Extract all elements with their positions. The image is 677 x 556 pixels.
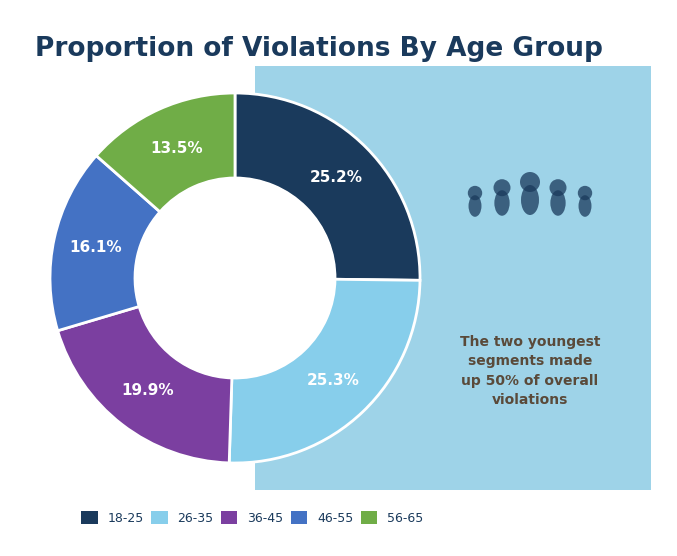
Legend: 18-25, 26-35, 36-45, 46-55, 56-65: 18-25, 26-35, 36-45, 46-55, 56-65 [77, 506, 429, 530]
Wedge shape [58, 306, 232, 463]
Ellipse shape [468, 195, 481, 217]
Ellipse shape [494, 190, 510, 216]
Wedge shape [235, 93, 420, 280]
Text: The two youngest
segments made
up 50% of overall
violations: The two youngest segments made up 50% of… [460, 335, 600, 407]
Circle shape [135, 178, 335, 378]
Circle shape [550, 179, 567, 196]
Circle shape [468, 186, 482, 200]
Text: 19.9%: 19.9% [122, 384, 174, 398]
Circle shape [520, 172, 540, 192]
Ellipse shape [521, 185, 539, 215]
Text: 25.2%: 25.2% [310, 170, 363, 185]
Wedge shape [96, 93, 235, 212]
Wedge shape [230, 279, 420, 463]
Circle shape [494, 179, 510, 196]
Circle shape [577, 186, 592, 200]
Text: 16.1%: 16.1% [70, 240, 122, 255]
Text: 13.5%: 13.5% [150, 141, 202, 156]
Wedge shape [50, 156, 160, 331]
Bar [255, 66, 651, 490]
Ellipse shape [550, 190, 566, 216]
Text: Proportion of Violations By Age Group: Proportion of Violations By Age Group [35, 36, 603, 62]
Ellipse shape [579, 195, 592, 217]
Text: 25.3%: 25.3% [307, 374, 360, 389]
